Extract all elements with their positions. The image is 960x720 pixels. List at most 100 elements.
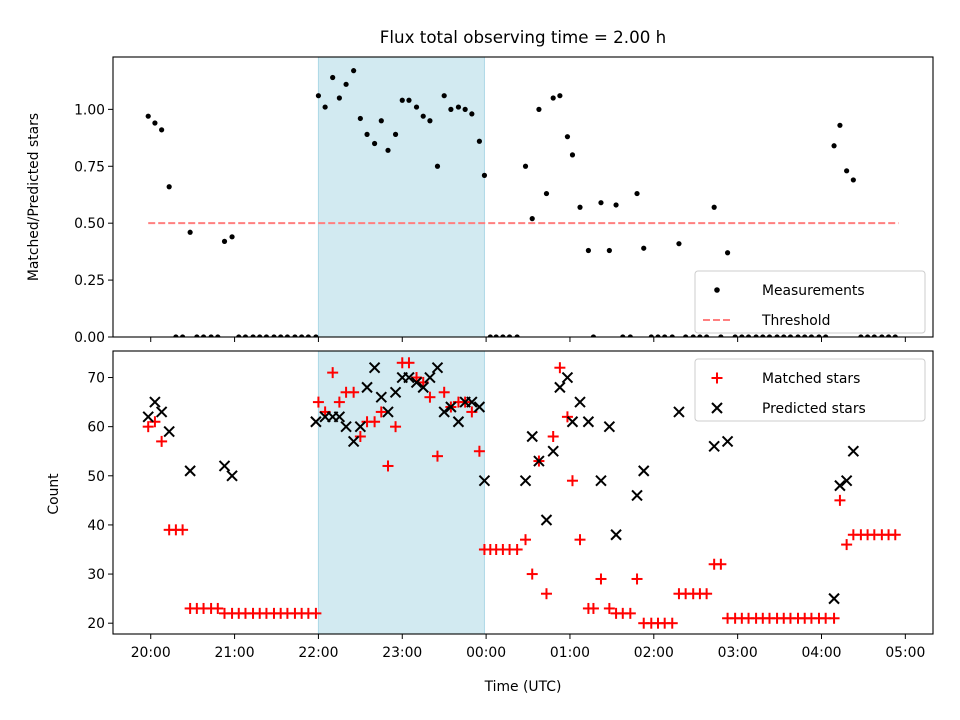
predicted-star-point-b [410,376,423,389]
predicted-star-point-b [163,425,175,438]
predicted-star-point-b [354,420,367,433]
matched-star-point [834,494,846,506]
predicted-star-point-b [452,416,465,428]
matched-star-point [624,607,636,619]
measurement-point [257,334,263,337]
top-ylabel: Matched/Predicted stars [26,113,42,281]
predicted-star-point-b [473,401,486,413]
matched-star-point [312,396,324,408]
measurement-point [766,334,773,337]
measurement-point [662,334,668,337]
measurement-point [732,334,738,337]
measurement-point [221,238,228,244]
measurement-point [292,334,298,337]
measurement-point [634,190,640,197]
measurement-point [641,245,647,251]
measurement-point [371,140,378,147]
legend-label: Matched stars [762,371,860,387]
measurement-point [753,334,759,337]
x-tick-label: 01:00 [550,645,590,661]
measurement-point [476,138,483,144]
series-measurements [145,68,898,337]
legend-box [694,358,926,422]
predicted-star-point [226,470,238,482]
predicted-star-point-b [155,406,168,418]
measurement-point [406,97,412,103]
predicted-star-point [431,361,444,374]
measurement-point [215,334,221,337]
matched-star-point [403,357,415,369]
predicted-star-point [638,465,650,477]
measurement-point [448,106,454,112]
matched-star-point [177,524,189,536]
measurement-point [683,334,689,337]
measurement-point [469,111,475,117]
top-panel: 0.00 0.25 0.50 0.75 1.00 Measurements Threshol… [74,56,934,346]
measurement-point [506,334,513,337]
matched-star-point [547,430,559,442]
measurement-point [885,334,892,337]
measurement-point [711,204,717,210]
matched-star-point [511,543,523,555]
matched-star-point [574,534,586,546]
predicted-star-point [473,401,486,413]
measurement-point [420,113,426,119]
measurement-point [284,334,290,337]
measurement-point [590,334,597,337]
matched-star-point [587,602,599,614]
predicted-star-point [603,420,616,433]
measurement-point [330,74,336,81]
predicted-star-point [610,529,622,541]
measurement-point [564,134,571,140]
matched-star-point [212,602,224,614]
measurement-point [263,334,270,337]
measurement-point [166,184,172,190]
predicted-star-point [218,460,231,472]
x-tick-label: 20:00 [131,645,171,661]
predicted-star-point [554,381,566,394]
measurement-point [385,147,391,153]
matched-star-point [348,386,360,398]
predicted-star-point [155,406,168,418]
predicted-star-point [840,475,853,487]
legend-label: Threshold [761,313,830,329]
predicted-star-point [438,406,450,418]
measurement-point [865,334,871,337]
predicted-star-point-b [438,406,450,418]
measurement-point [606,247,612,254]
predicted-star-point [340,420,352,433]
legend-predicted-marker-b [711,402,723,414]
measurement-point [718,334,724,337]
legend: Matched stars Predicted stars [694,358,926,422]
measurement-point [493,334,499,337]
measurement-point [357,115,363,122]
predicted-star-point-b [595,475,607,487]
measurement-point [200,334,207,337]
y-tick-label: 70 [87,371,105,387]
legend-box [694,270,926,334]
measurement-point [648,334,654,337]
predicted-star-point [847,445,860,457]
measurement-point [892,334,898,337]
measurement-point [315,93,322,99]
predicted-star-point [361,381,373,394]
series-matched-stars [142,357,901,629]
predicted-star-point [382,406,394,418]
measurement-point [173,334,179,337]
y-tick-label: 60 [87,420,105,436]
matched-star-point [566,475,578,487]
predicted-star-point-b [526,430,538,443]
measurement-point [837,122,843,128]
matched-star-point [310,607,322,619]
measurement-point [697,334,703,337]
y-tick-label: 1.00 [74,102,105,118]
measurement-point [194,334,200,337]
x-tick-label: 22:00 [298,645,338,661]
measurement-point [441,93,447,99]
predicted-star-point [424,371,436,384]
measurement-point [208,334,214,337]
predicted-star-point [466,396,478,408]
y-tick-label: 0.00 [74,330,105,346]
predicted-star-point [445,401,457,413]
predicted-star-point [533,455,545,467]
